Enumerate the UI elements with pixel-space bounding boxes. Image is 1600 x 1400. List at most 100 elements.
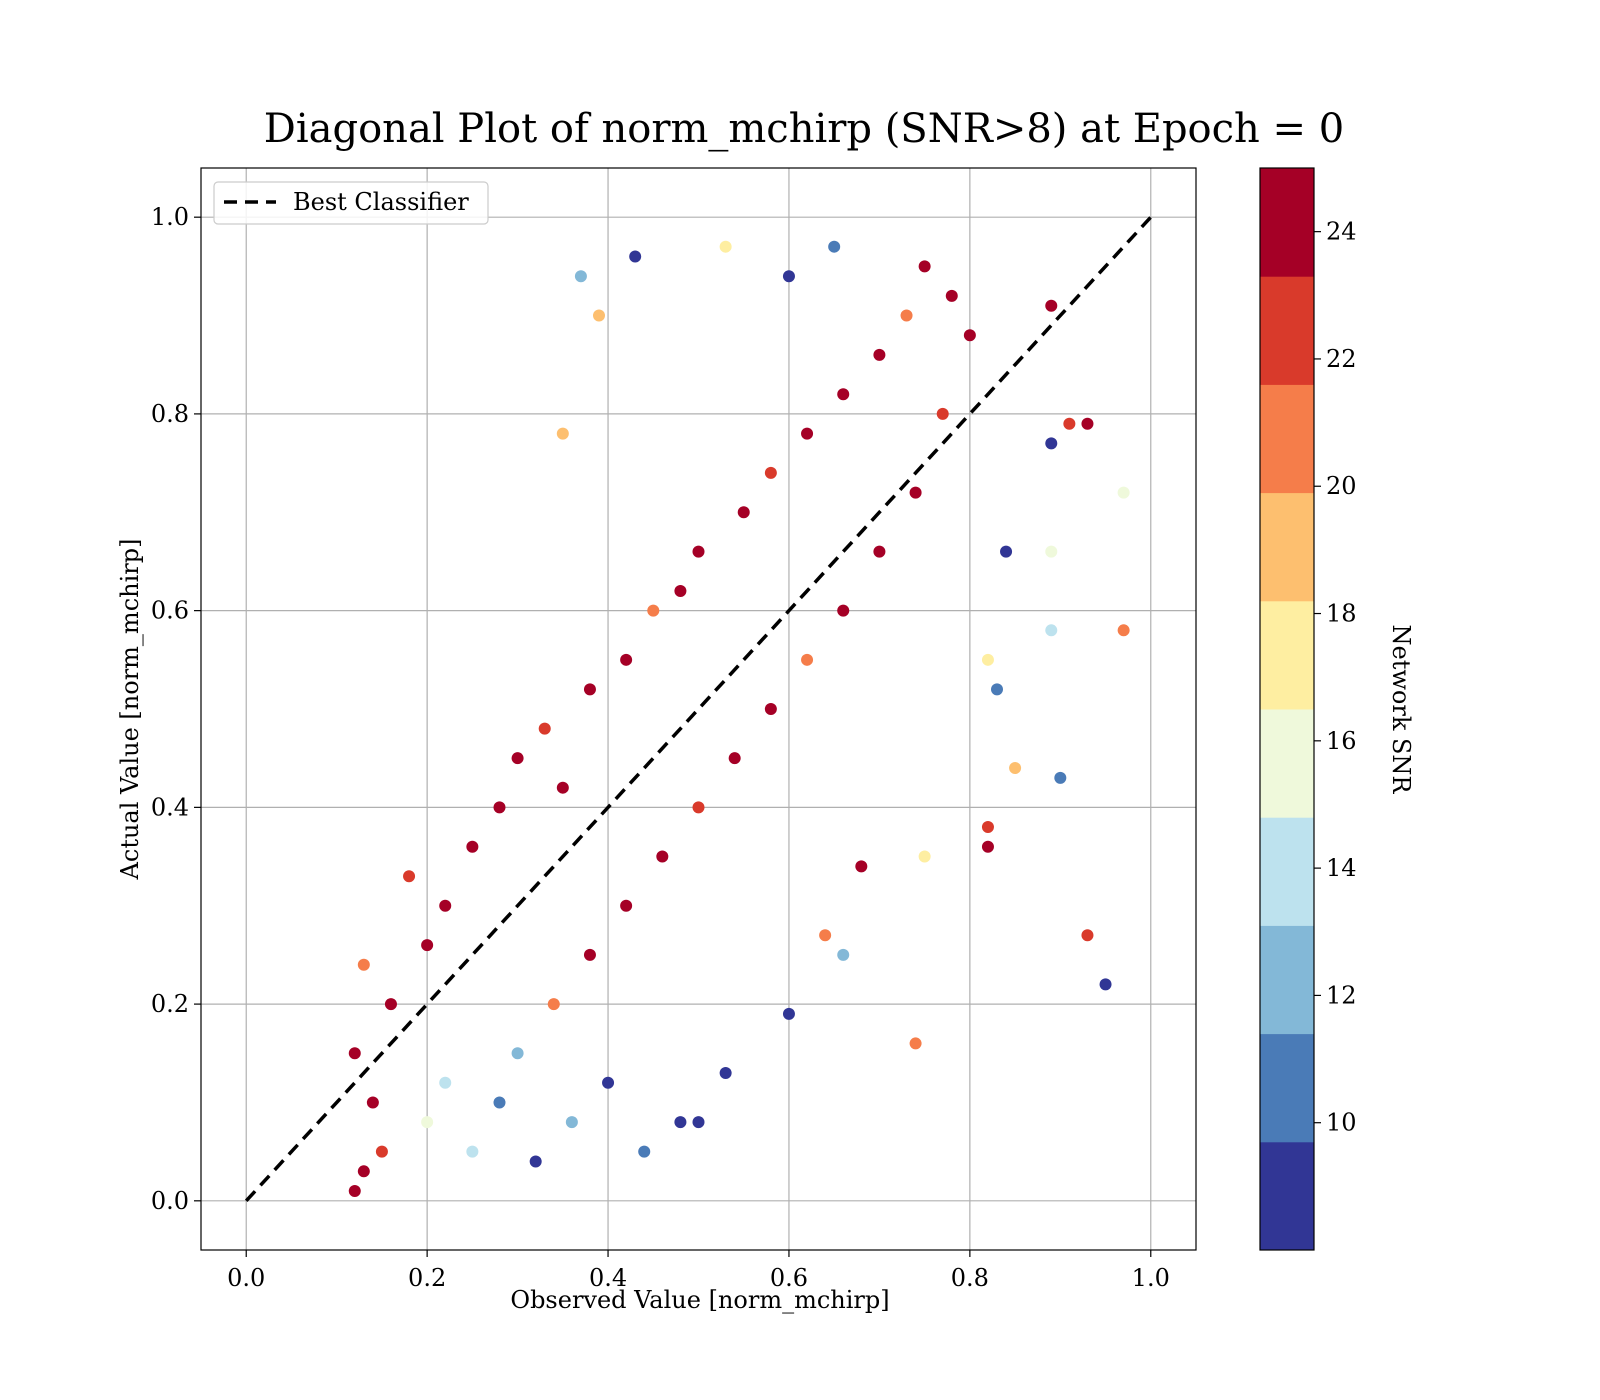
data-point [493,1096,506,1109]
data-point [855,860,868,873]
legend-box [213,181,489,225]
x-tick-label: 0.8 [951,1264,989,1292]
data-point [511,1047,524,1060]
data-point [737,506,750,519]
x-tick-label: 0.6 [770,1264,808,1292]
colorbar-tick-label: 22 [1326,345,1357,373]
data-point [728,752,741,765]
data-point [547,998,560,1011]
colorbar [1260,168,1314,1251]
colorbar-band [1260,492,1314,602]
data-point [900,309,913,322]
data-point [1045,299,1058,312]
data-point [529,1155,542,1168]
chart-title: Diagonal Plot of norm_mchirp (SNR>8) at … [264,106,1344,152]
data-point [674,1116,687,1129]
data-point [1045,437,1058,450]
colorbar-band [1260,1141,1314,1251]
data-point [719,1066,732,1079]
y-tick-label: 0.8 [151,400,189,428]
x-tick-label: 0.0 [227,1264,265,1292]
colorbar-band [1260,817,1314,926]
data-point [918,260,931,273]
data-point [719,240,732,253]
colorbar-band [1260,276,1314,385]
data-point [1117,486,1130,499]
data-point [493,801,506,814]
data-point [918,850,931,863]
colorbar-ticks: 10 12 14 16 18 20 22 24 [1314,218,1357,1137]
data-point [873,545,886,558]
plot-frame [200,167,1197,1251]
data-point [945,289,958,302]
data-point [819,929,832,942]
data-point [801,427,814,440]
x-tick-label: 0.4 [589,1264,627,1292]
colorbar-label: Network SNR [1387,625,1415,795]
colorbar-band [1260,168,1314,277]
data-point [556,427,569,440]
data-point [1081,929,1094,942]
data-point [1054,771,1067,784]
data-point [963,329,976,342]
data-point [583,948,596,961]
y-tick-label: 0.6 [151,597,189,625]
data-point [466,1145,479,1158]
data-point [638,1145,651,1158]
data-point [837,604,850,617]
data-point [1000,545,1013,558]
data-point [692,801,705,814]
colorbar-band [1260,925,1314,1035]
data-point [439,899,452,912]
data-point [837,388,850,401]
colorbar-tick-label: 14 [1326,854,1357,882]
data-point [692,545,705,558]
y-axis-label: Actual Value [norm_mchirp] [116,539,144,881]
data-point [620,899,633,912]
data-point [348,1047,361,1060]
x-axis-label: Observed Value [norm_mchirp] [510,1286,889,1314]
data-point [366,1096,379,1109]
data-point [348,1184,361,1197]
data-point [909,1037,922,1050]
data-point [1081,417,1094,430]
data-point [403,870,416,883]
data-point [981,840,994,853]
colorbar-tick-label: 24 [1326,218,1357,246]
colorbar-tick-label: 16 [1326,727,1357,755]
data-point [439,1076,452,1089]
colorbar-band [1260,709,1314,818]
data-point [574,270,587,283]
legend-label: Best Classifier [293,188,469,216]
colorbar-tick-label: 20 [1326,472,1357,500]
colorbar-tick-label: 10 [1326,1109,1357,1137]
data-point [629,250,642,263]
data-point [1063,417,1076,430]
data-point [801,653,814,666]
data-point [357,958,370,971]
colorbar-band [1260,600,1314,710]
colorbar-band [1260,1033,1314,1143]
data-point [764,466,777,479]
data-point [593,309,605,322]
y-axis: 0.0 0.2 0.4 0.6 0.8 1.0 [151,203,201,1215]
data-point [981,653,994,666]
data-point [538,722,551,735]
data-point [828,240,841,253]
data-point [602,1076,615,1089]
best-classifier-line [244,215,1153,1203]
data-point [466,840,479,853]
data-point [375,1145,388,1158]
colorbar-band [1260,384,1314,494]
data-point [909,486,922,499]
y-tick-label: 1.0 [151,203,189,231]
x-axis: 0.0 0.2 0.4 0.6 0.8 1.0 [227,1250,1170,1292]
data-point [556,781,569,794]
data-point [421,939,434,952]
data-point [647,604,660,617]
data-point [873,348,886,361]
data-point [565,1116,578,1129]
x-tick-label: 0.2 [408,1264,446,1292]
data-point [583,683,596,696]
